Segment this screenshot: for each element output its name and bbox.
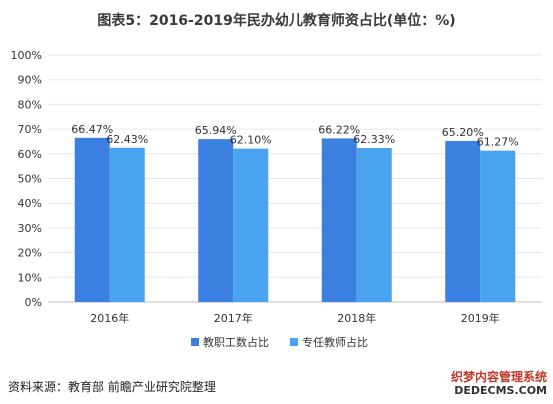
bar xyxy=(74,137,110,302)
bar xyxy=(109,147,145,302)
data-label: 62.43% xyxy=(106,133,148,146)
legend-swatch xyxy=(191,338,199,346)
data-label: 65.20% xyxy=(442,126,484,139)
watermark-cn: 织梦内容管理系统 xyxy=(450,370,547,384)
y-tick-label: 50% xyxy=(18,173,42,186)
data-label: 61.27% xyxy=(477,136,519,149)
bar xyxy=(480,150,516,302)
watermark-en: DEDECMS.COM xyxy=(454,384,547,397)
y-tick-label: 20% xyxy=(18,247,42,260)
legend-swatch xyxy=(290,338,298,346)
y-tick-label: 100% xyxy=(11,49,42,62)
data-label: 66.47% xyxy=(71,123,113,136)
y-tick-label: 10% xyxy=(18,271,42,284)
y-tick-label: 0% xyxy=(25,296,42,309)
y-tick-label: 70% xyxy=(18,123,42,136)
y-tick-label: 80% xyxy=(18,98,42,111)
bar xyxy=(445,140,481,302)
y-tick-label: 40% xyxy=(18,197,42,210)
data-label: 62.10% xyxy=(230,134,272,147)
x-tick-label: 2019年 xyxy=(461,311,500,325)
x-tick-label: 2017年 xyxy=(214,311,253,325)
bar xyxy=(233,148,269,302)
y-tick-label: 30% xyxy=(18,222,42,235)
bar xyxy=(321,138,357,302)
y-tick-label: 90% xyxy=(18,74,42,87)
data-label: 62.33% xyxy=(353,133,395,146)
y-tick-label: 60% xyxy=(18,148,42,161)
data-label: 66.22% xyxy=(318,123,360,136)
legend-label: 专任教师占比 xyxy=(302,335,368,349)
chart-title: 图表5：2016-2019年民办幼儿教育师资占比(单位：%) xyxy=(97,13,456,29)
source-note: 资料来源：教育部 前瞻产业研究院整理 xyxy=(8,380,216,394)
bar xyxy=(198,139,234,302)
x-tick-label: 2016年 xyxy=(90,311,129,325)
data-label: 65.94% xyxy=(195,124,237,137)
x-tick-label: 2018年 xyxy=(337,311,376,325)
bar xyxy=(356,148,392,302)
legend-label: 教职工数占比 xyxy=(203,335,269,349)
